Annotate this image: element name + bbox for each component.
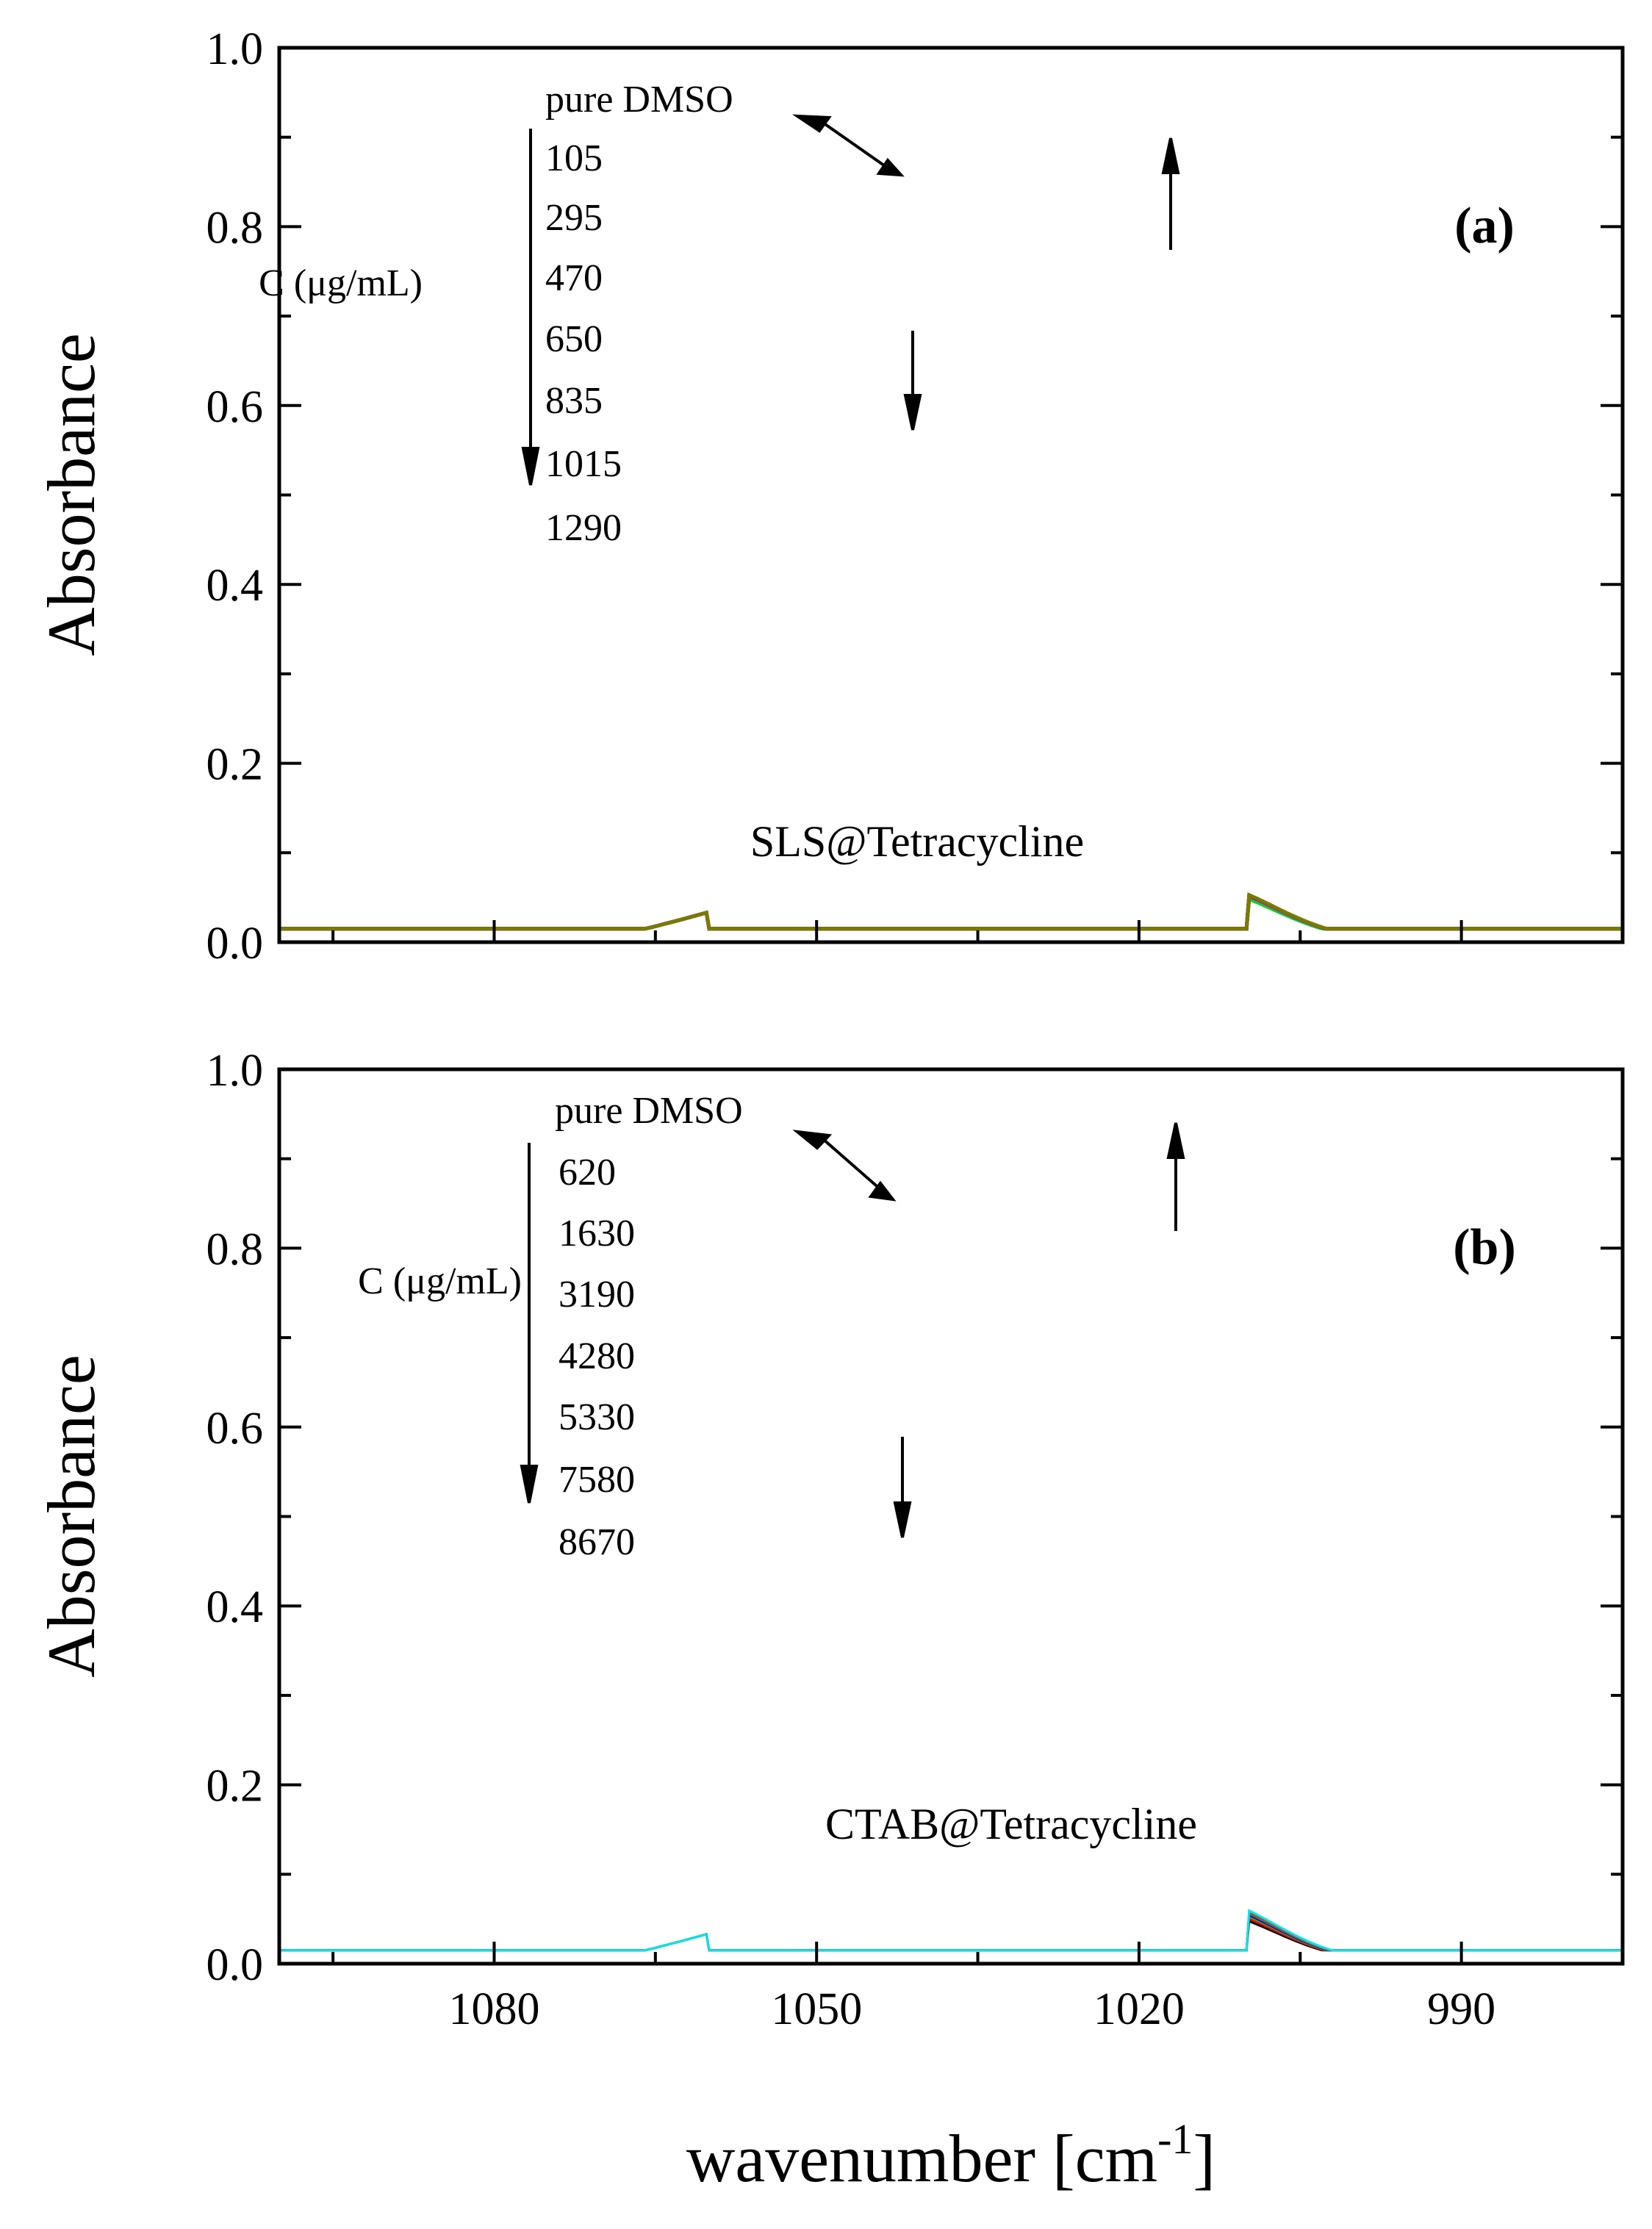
panel-a-series-835 xyxy=(279,893,1623,931)
panel-a-chart: 0.0 0.2 0.4 0.6 0.8 1.0 Absorbance (a) SLS@Te… xyxy=(34,24,1625,969)
panel-b-label: (b) xyxy=(1453,1219,1516,1276)
panel-b-x-tick-label: 1080 xyxy=(448,1984,539,2034)
panel-b-x-tick-label: 1050 xyxy=(771,1984,862,2034)
panel-a-concentration-arrow-head xyxy=(521,447,540,486)
panel-a-legend-entry-2: 295 xyxy=(545,197,603,239)
panel-b-decrease-arrow-head xyxy=(893,1501,912,1538)
panel-a-ticks: 0.0 0.2 0.4 0.6 0.8 1.0 xyxy=(206,24,1623,969)
panel-a-sample-label: SLS@Tetracycline xyxy=(750,817,1084,866)
panel-b-series-3190 xyxy=(279,1913,1623,1952)
panel-b-series-4280 xyxy=(279,1912,1623,1952)
x-axis-title: wavenumber [cm-1] xyxy=(686,2115,1215,2196)
panel-a-dmso-pointer-head-1 xyxy=(791,114,832,133)
panel-b-series-7580 xyxy=(279,1911,1623,1952)
panel-a-y-tick-label: 0.4 xyxy=(206,561,264,611)
panel-b-y-tick-label: 0.0 xyxy=(206,1940,264,1990)
panel-b-series-620 xyxy=(279,1917,1623,1952)
panel-b-y-tick-label: 1.0 xyxy=(206,1046,264,1096)
panel-b-y-axis-title: Absorbance xyxy=(34,1354,109,1677)
panel-b-x-tick-label: 1020 xyxy=(1093,1984,1185,2034)
panel-b-series-8670 xyxy=(279,1909,1623,1952)
panel-a-concentration-label: C (μg/mL) xyxy=(259,262,423,304)
panel-a-y-tick-label: 0.6 xyxy=(206,382,264,432)
panel-b-legend-entry-1: 620 xyxy=(559,1152,616,1194)
panel-a-legend-entry-3: 470 xyxy=(545,257,603,299)
panel-a-series-470 xyxy=(279,894,1623,931)
panel-b-y-tick-label: 0.6 xyxy=(206,1404,264,1454)
panel-b-series-1630 xyxy=(279,1914,1623,1952)
panel-a-decrease-arrow-head xyxy=(903,394,922,431)
x-axis-title-superscript: -1 xyxy=(1157,2115,1193,2163)
panel-b-sample-label: CTAB@Tetracycline xyxy=(825,1800,1197,1848)
panel-a-plot-area xyxy=(279,892,1623,931)
panel-b-dmso-pointer-head-2 xyxy=(868,1180,897,1202)
panel-b-series-pure-dmso xyxy=(279,1920,1623,1952)
panel-a-legend-entry-7: 1290 xyxy=(545,507,622,549)
panel-a-legend-entry-1: 105 xyxy=(545,137,603,179)
panel-b-series-5330 xyxy=(279,1912,1623,1952)
panel-a-label: (a) xyxy=(1454,198,1515,254)
panel-a-frame xyxy=(277,46,1625,944)
panel-a-series-1290 xyxy=(279,892,1623,931)
panel-a-arrows xyxy=(521,114,1180,486)
panel-a-y-tick-label: 0.8 xyxy=(206,203,264,253)
panel-a-y-tick-label: 1.0 xyxy=(206,24,264,74)
panel-b-y-tick-label: 0.4 xyxy=(206,1582,264,1632)
panel-b-legend-entry-4: 4280 xyxy=(559,1335,635,1377)
panel-b-y-tick-label: 0.8 xyxy=(206,1224,264,1274)
panel-a-series-1015 xyxy=(279,892,1623,931)
panel-a-series-295 xyxy=(279,896,1623,931)
panel-b-legend-entry-5: 5330 xyxy=(559,1396,635,1438)
panel-a-legend-entry-4: 650 xyxy=(545,318,603,360)
panel-a-legend-entry-0: pure DMSO xyxy=(545,79,733,121)
panel-b-legend-entry-0: pure DMSO xyxy=(555,1090,743,1132)
panel-a-increase-arrow-head xyxy=(1161,137,1180,174)
panel-b-dmso-pointer xyxy=(822,1138,883,1192)
panel-b-legend-entry-6: 7580 xyxy=(559,1459,635,1501)
panel-b-dmso-pointer-head-1 xyxy=(792,1130,833,1150)
panel-b-ticks: 0.0 0.2 0.4 0.6 0.8 1.0 1080 1050 1020 990 xyxy=(206,1046,1623,2034)
panel-a-series-650 xyxy=(279,894,1623,931)
panel-b-arrows xyxy=(520,1122,1185,1538)
panel-b-legend-entry-2: 1630 xyxy=(559,1213,635,1255)
panel-a-dmso-pointer xyxy=(822,121,891,171)
panel-b-x-tick-label: 990 xyxy=(1427,1984,1495,2034)
panel-a-series-105 xyxy=(279,893,1623,931)
panel-a-series-pure-dmso xyxy=(279,894,1623,931)
panel-a-y-tick-label: 0.2 xyxy=(206,740,264,790)
panel-b-concentration-label: C (μg/mL) xyxy=(358,1260,522,1302)
x-axis-title-main: wavenumber [cm xyxy=(686,2121,1157,2196)
panel-b-legend-entry-3: 3190 xyxy=(559,1274,635,1315)
panel-a-y-axis-title: Absorbance xyxy=(34,333,109,656)
panel-b-legend-entry-7: 8670 xyxy=(559,1521,635,1563)
panel-a-dmso-pointer-head-2 xyxy=(876,157,905,177)
panel-a-legend-entry-5: 835 xyxy=(545,380,603,422)
panel-a-legend-entry-6: 1015 xyxy=(545,443,622,485)
panel-b-chart: 0.0 0.2 0.4 0.6 0.8 1.0 1080 1050 1020 990 Absorb… xyxy=(34,1046,1625,2034)
panel-b-plot-area xyxy=(279,1909,1623,1952)
panel-a-y-tick-label: 0.0 xyxy=(206,919,264,969)
panel-b-concentration-arrow-head xyxy=(520,1465,539,1504)
x-axis-title-bracket: ] xyxy=(1193,2121,1215,2196)
panel-b-increase-arrow-head xyxy=(1166,1122,1185,1159)
panel-b-y-tick-label: 0.2 xyxy=(206,1762,264,1812)
